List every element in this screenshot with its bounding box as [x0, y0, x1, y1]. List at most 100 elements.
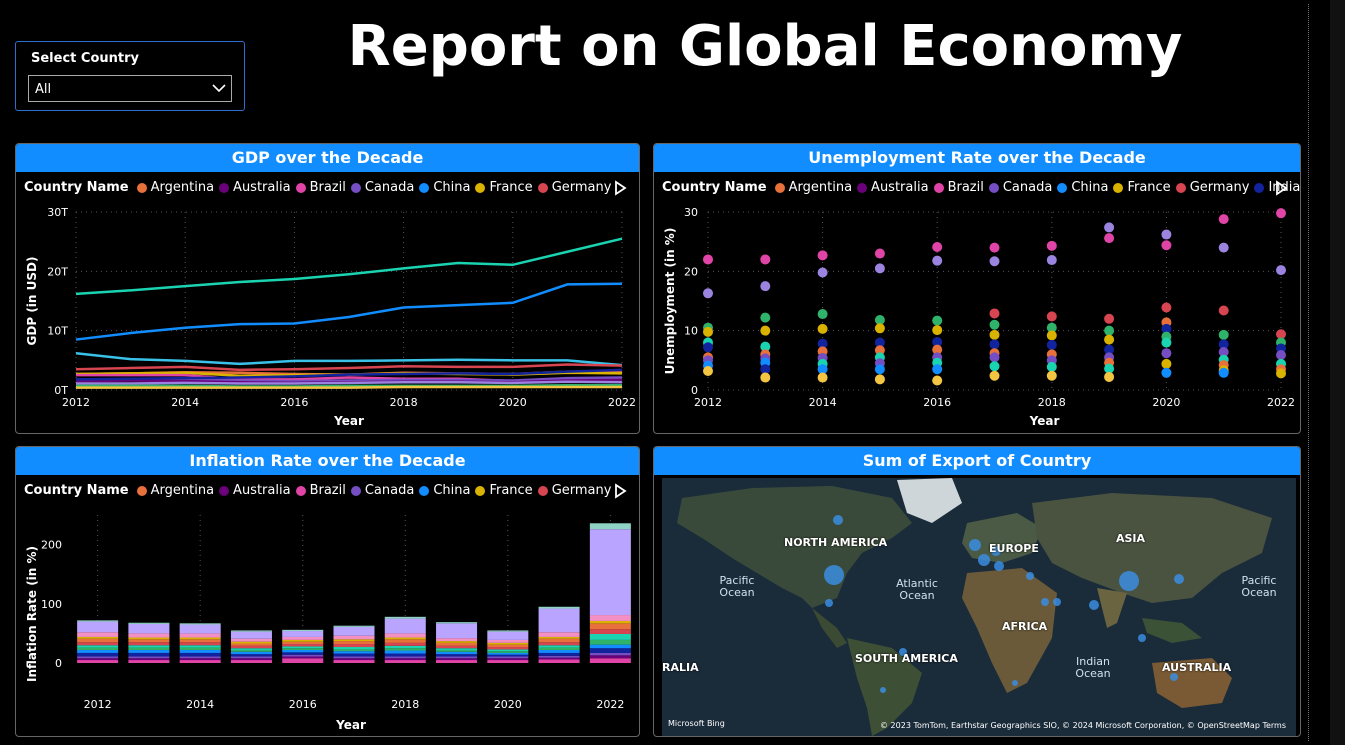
series-line: [76, 385, 622, 389]
scatter-point: [1218, 367, 1229, 378]
legend-item[interactable]: Germany: [537, 483, 612, 498]
scatter-point: [1104, 334, 1115, 345]
scatter-point: [1218, 305, 1229, 316]
scatter-point: [1161, 348, 1172, 359]
bar-segment: [384, 653, 426, 657]
scatter-point: [989, 242, 1000, 253]
legend-item[interactable]: Brazil: [295, 483, 346, 498]
bar-segment: [436, 658, 478, 661]
legend-item[interactable]: Australia: [219, 483, 291, 498]
legend-item[interactable]: Argentina: [136, 180, 214, 195]
bar-segment: [538, 636, 580, 639]
bar-segment: [487, 649, 529, 652]
bar-segment: [282, 639, 324, 642]
bar-segment: [128, 658, 170, 661]
legend-item[interactable]: France: [475, 483, 533, 498]
legend-item[interactable]: Australia: [857, 180, 929, 195]
x-tick-label: 2014: [809, 396, 837, 409]
x-tick-label: 2012: [62, 396, 90, 409]
legend-next-icon[interactable]: [613, 483, 627, 499]
bar-segment: [128, 660, 170, 663]
legend-label: Germany: [551, 483, 612, 498]
bar-segment: [179, 656, 221, 659]
legend-item[interactable]: Canada: [350, 483, 414, 498]
legend-title: Country Name: [24, 180, 129, 195]
bar-segment: [179, 642, 221, 646]
bar-segment: [487, 656, 529, 659]
country-dropdown[interactable]: All: [28, 75, 232, 102]
legend-item[interactable]: China: [1057, 180, 1108, 195]
map-label-europe: EUROPE: [989, 542, 1039, 555]
x-tick-label: 2020: [1152, 396, 1180, 409]
bar-segment: [230, 654, 272, 657]
legend-marker: [219, 182, 230, 193]
bar-segment: [333, 647, 375, 650]
map-label-australia-wrapped: RALIA: [662, 661, 699, 674]
bar-segment: [589, 629, 631, 634]
series-line: [75, 368, 623, 381]
legend-item[interactable]: Brazil: [295, 180, 346, 195]
y-tick-label: 0T: [54, 384, 68, 397]
page-scrollbar[interactable]: [1330, 0, 1345, 745]
unemployment-chart-title: Unemployment Rate over the Decade: [654, 144, 1300, 172]
bar-segment: [538, 659, 580, 663]
bar-segment: [282, 656, 324, 659]
scatter-point: [1046, 339, 1057, 350]
legend-item[interactable]: Germany: [537, 180, 611, 195]
bar-segment: [77, 656, 119, 659]
map-label-north-america: NORTH AMERICA: [784, 536, 888, 549]
scatter-point: [874, 314, 885, 325]
scatter-point: [1161, 367, 1172, 378]
bar-segment: [487, 651, 529, 653]
page-divider: [1308, 4, 1309, 741]
x-tick-label: 2018: [390, 396, 418, 409]
bar-segment: [230, 641, 272, 644]
scatter-point: [760, 372, 771, 383]
legend-item[interactable]: Brazil: [933, 180, 984, 195]
chevron-down-icon: [212, 84, 226, 93]
scatter-point: [874, 337, 885, 348]
country-slicer: Select Country All: [15, 41, 245, 111]
scatter-point: [874, 323, 885, 334]
legend-label: Brazil: [309, 180, 346, 195]
bar-segment: [282, 641, 324, 645]
legend-item[interactable]: China: [419, 180, 470, 195]
legend-item[interactable]: France: [475, 180, 533, 195]
export-map[interactable]: NORTH AMERICA EUROPE ASIA AFRICA SOUTH A…: [662, 478, 1296, 736]
scatter-point: [760, 312, 771, 323]
series-line: [76, 380, 623, 385]
bar-segment: [589, 633, 631, 640]
map-credit[interactable]: © 2023 TomTom, Earthstar Geographics SIO…: [880, 721, 1286, 730]
legend-item[interactable]: Australia: [219, 180, 291, 195]
bar-segment: [487, 658, 529, 661]
legend-item[interactable]: France: [1113, 180, 1171, 195]
legend-label: Australia: [233, 180, 291, 195]
scatter-point: [932, 364, 943, 375]
bar-segment: [77, 647, 119, 650]
x-tick-label: 2018: [391, 698, 419, 711]
bar-segment: [333, 625, 375, 627]
legend-next-icon[interactable]: [1274, 180, 1288, 196]
legend-item[interactable]: China: [419, 483, 470, 498]
map-ocean-pacific-right: Pacific Ocean: [1241, 574, 1277, 599]
bar-segment: [282, 648, 324, 650]
export-map-card: Sum of Export of Country: [653, 446, 1301, 737]
y-axis-title: Unemployment (in %): [663, 228, 677, 375]
legend-item[interactable]: Argentina: [136, 483, 214, 498]
bar-segment: [282, 658, 324, 663]
legend-next-icon[interactable]: [613, 180, 627, 196]
bar-segment: [384, 660, 426, 663]
legend-item[interactable]: Canada: [350, 180, 414, 195]
legend-marker: [350, 182, 361, 193]
bar-segment: [230, 656, 272, 659]
legend-item[interactable]: Canada: [988, 180, 1052, 195]
bar-segment: [487, 652, 529, 655]
legend-item[interactable]: Argentina: [774, 180, 852, 195]
legend-marker: [136, 182, 147, 193]
unemployment-legend: Country Name Argentina Australia Brazil Cana…: [662, 180, 1300, 195]
legend-item[interactable]: Germany: [1175, 180, 1249, 195]
y-tick-label: 100: [41, 598, 62, 611]
bar-segment: [282, 649, 324, 653]
legend-label: Brazil: [947, 180, 984, 195]
scatter-point: [1161, 229, 1172, 240]
